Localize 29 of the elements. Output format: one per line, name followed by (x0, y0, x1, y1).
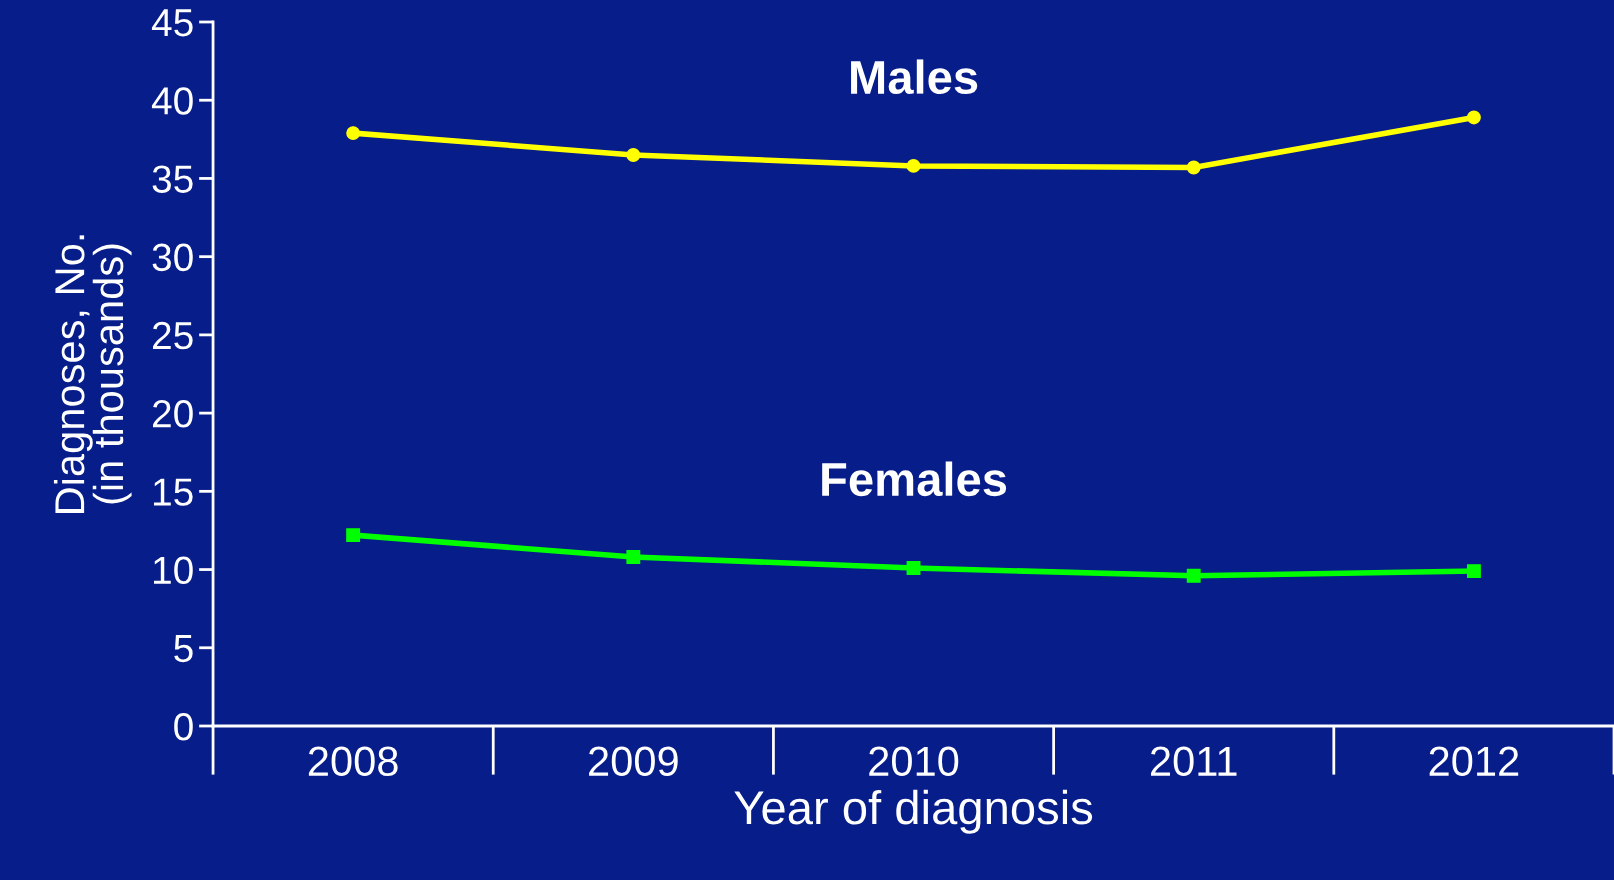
y-tick-label: 0 (174, 712, 193, 741)
y-tick-label: 45 (151, 9, 193, 37)
point (1466, 110, 1481, 125)
y-axis-title: Diagnoses, No. (in thousands) (53, 235, 132, 514)
x-axis-title: Year of diagnosis (734, 789, 1093, 834)
x-tick-label: 2008 (308, 746, 398, 777)
y-tick-label: 20 (153, 400, 193, 428)
y-tick-label: 30 (152, 243, 193, 272)
point (346, 528, 361, 543)
point (1186, 160, 1201, 175)
x-tick-label: 2012 (1429, 746, 1519, 777)
y-tick-label: 15 (154, 478, 193, 506)
point (1466, 564, 1481, 579)
point (906, 561, 921, 575)
point (626, 148, 641, 162)
y-tick-label: 25 (153, 321, 193, 350)
point (346, 126, 361, 141)
point (906, 158, 921, 173)
x-tick-label: 2011 (1151, 746, 1237, 777)
x-tick-label: 2010 (869, 746, 959, 777)
x-tick-label: 2009 (589, 746, 678, 777)
y-tick-label: 10 (154, 556, 193, 585)
series-label: Females (822, 461, 1007, 497)
point (1186, 568, 1201, 583)
y-tick-label: 5 (174, 635, 193, 663)
series-label: Males (851, 59, 978, 95)
y-tick-label: 35 (152, 165, 193, 193)
point (626, 550, 641, 564)
y-tick-label: 40 (151, 87, 193, 115)
